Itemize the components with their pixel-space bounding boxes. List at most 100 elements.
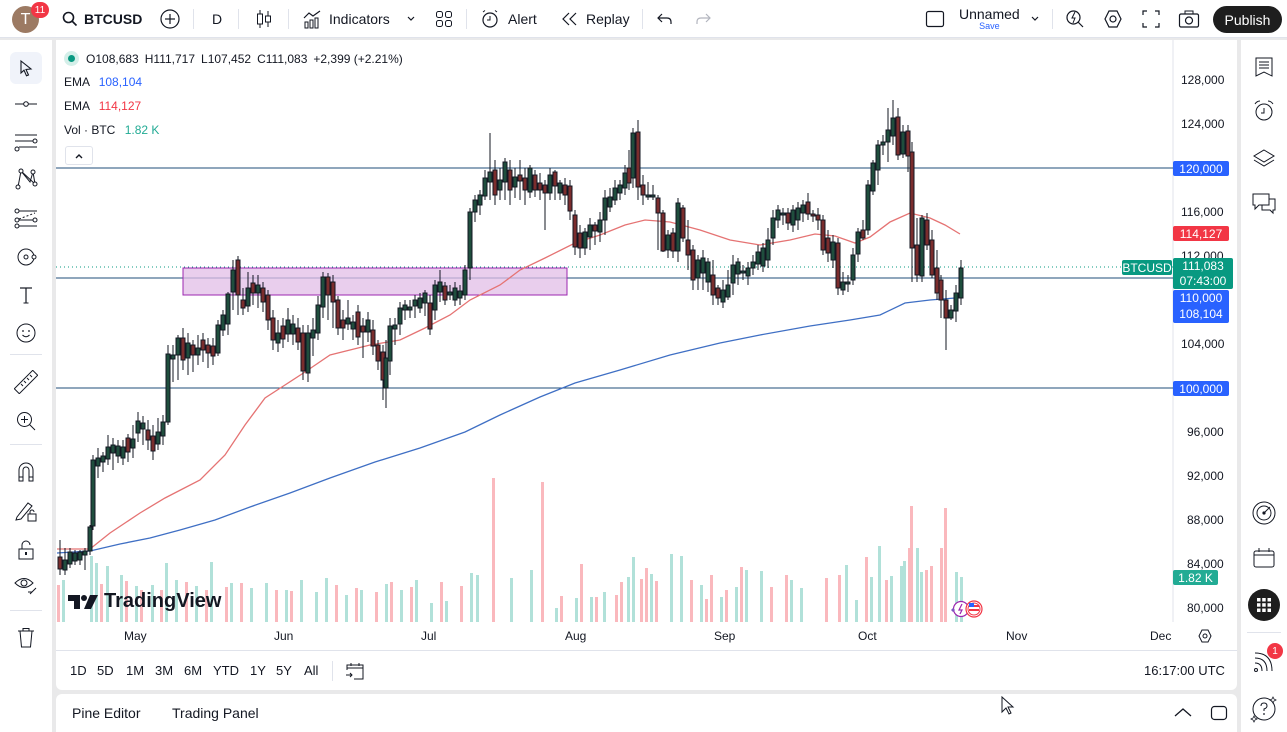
divider <box>10 444 42 445</box>
snapshot-button[interactable] <box>1178 0 1200 38</box>
fib-tool[interactable] <box>10 127 42 159</box>
volume-bars <box>57 478 963 622</box>
divider <box>1052 9 1053 29</box>
change-value: +2,399 (+2.21%) <box>313 51 403 66</box>
fullscreen-button[interactable] <box>1142 0 1160 38</box>
quick-search-button[interactable] <box>1065 0 1085 38</box>
notifications-feed-button[interactable] <box>1249 648 1279 678</box>
mouse-cursor <box>1001 696 1015 716</box>
compare-symbol-button[interactable] <box>159 0 181 38</box>
settings-button[interactable] <box>1103 0 1123 38</box>
alerts-button[interactable] <box>1249 96 1279 126</box>
pattern-tool[interactable] <box>10 163 42 195</box>
layout-checkbox-button[interactable] <box>925 0 945 38</box>
trend-line-tool[interactable] <box>10 88 42 120</box>
drawing-toolbar <box>0 40 52 732</box>
price-tag-ema-slow: 108,104 <box>1179 306 1223 321</box>
range-ytd[interactable]: YTD <box>213 663 239 678</box>
text-tool[interactable] <box>10 279 42 311</box>
ema-fast-legend[interactable]: EMA 114,127 <box>64 99 142 113</box>
volume-value: 1.82 K <box>124 123 160 137</box>
save-link[interactable]: Save <box>979 21 1000 31</box>
brush-tool[interactable] <box>10 241 42 273</box>
range-all[interactable]: All <box>304 663 319 678</box>
range-1y[interactable]: 1Y <box>250 663 266 678</box>
alert-button[interactable]: Alert <box>480 0 537 38</box>
layout-name-button[interactable]: Unnamed Save <box>959 6 1020 31</box>
chart-type-button[interactable] <box>256 0 272 38</box>
prediction-tool[interactable] <box>10 203 42 235</box>
timezone-clock[interactable]: 16:17:00 UTC <box>1144 663 1225 678</box>
alarm-clock-icon <box>482 10 498 28</box>
chart-settings-button[interactable] <box>1197 628 1213 644</box>
chart-panel[interactable]: O 108,683 H 111,717 L 107,452 C 111,083 +2,3… <box>56 40 1237 690</box>
ema-fast-value: 114,127 <box>98 99 142 113</box>
trading-panel-tab[interactable]: Trading Panel <box>172 705 259 721</box>
candlestick-icon <box>257 10 271 28</box>
replay-button[interactable]: Replay <box>561 0 630 38</box>
chats-button[interactable] <box>1249 188 1279 218</box>
layout-dropdown[interactable] <box>1030 0 1040 38</box>
magnet-mode-button[interactable] <box>10 456 42 488</box>
bottom-panel: Pine Editor Trading Panel <box>56 694 1237 732</box>
redo-button[interactable] <box>694 0 712 38</box>
undo-icon <box>657 13 672 24</box>
events-marker[interactable] <box>951 600 983 618</box>
zoom-in-tool[interactable] <box>10 405 42 437</box>
parallel-lines-icon <box>14 134 38 152</box>
price-chart[interactable] <box>56 40 1237 650</box>
unlock-icon <box>18 540 34 560</box>
ema-slow-legend[interactable]: EMA 108,104 <box>64 75 143 89</box>
publish-button[interactable]: Publish <box>1213 6 1282 33</box>
candlesticks[interactable] <box>57 100 964 575</box>
lock-all-drawings-button[interactable] <box>10 534 42 566</box>
watchlist-button[interactable] <box>1249 52 1279 82</box>
chevron-up-icon <box>75 153 83 158</box>
products-button[interactable] <box>1248 589 1280 621</box>
ema-slow-value: 108,104 <box>98 75 143 89</box>
indicators-button[interactable]: Indicators <box>302 0 390 38</box>
support-zone-rectangle[interactable] <box>182 267 568 296</box>
pine-editor-tab[interactable]: Pine Editor <box>72 705 141 721</box>
symbol-search-button[interactable]: BTCUSD <box>62 0 142 38</box>
volume-legend[interactable]: Vol · BTC 1.82 K <box>64 123 160 137</box>
collapse-legend-button[interactable] <box>65 146 93 165</box>
high-value: 111,717 <box>153 51 196 66</box>
hotlists-button[interactable] <box>1249 498 1279 528</box>
market-status-icon[interactable] <box>64 51 79 66</box>
go-to-date-button[interactable] <box>344 661 366 681</box>
range-5y[interactable]: 5Y <box>276 663 292 678</box>
range-1m[interactable]: 1M <box>126 663 145 678</box>
emoji-tool[interactable] <box>10 317 42 349</box>
cursor-tool[interactable] <box>10 52 42 84</box>
object-tree-button[interactable] <box>1249 143 1279 173</box>
tradingview-watermark: TradingView <box>68 590 221 613</box>
measure-tool[interactable] <box>10 366 42 398</box>
divider <box>642 9 643 29</box>
lightning-search-icon <box>1066 10 1084 28</box>
camera-icon <box>1178 10 1200 28</box>
expand-panel-button[interactable] <box>1173 706 1193 718</box>
top-toolbar: T 11 BTCUSD D Indicators Alert Replay <box>0 0 1287 38</box>
calendar-button[interactable] <box>1249 543 1279 573</box>
remove-drawings-button[interactable] <box>10 622 42 654</box>
range-5d[interactable]: 5D <box>97 663 114 678</box>
range-bar: 1D 5D 1M 3M 6M YTD 1Y 5Y All 16:17:00 UT… <box>56 650 1237 690</box>
add-circle-icon <box>160 9 180 29</box>
layouts-button[interactable] <box>435 0 453 38</box>
close-value: 111,083 <box>265 51 308 66</box>
divider <box>10 610 42 611</box>
indicators-dropdown[interactable] <box>406 0 416 38</box>
lock-drawings-mode-button[interactable] <box>10 495 42 527</box>
range-3m[interactable]: 3M <box>155 663 174 678</box>
undo-button[interactable] <box>656 0 674 38</box>
hide-drawings-button[interactable] <box>10 569 42 601</box>
help-button[interactable] <box>1249 694 1279 724</box>
interval-button[interactable]: D <box>212 11 223 27</box>
price-tag-120000: 120,000 <box>1173 161 1229 176</box>
range-1d[interactable]: 1D <box>70 663 87 678</box>
maximize-panel-button[interactable] <box>1210 705 1228 721</box>
maximize-icon <box>1210 705 1228 721</box>
ema-fast-line <box>57 212 961 550</box>
range-6m[interactable]: 6M <box>184 663 203 678</box>
